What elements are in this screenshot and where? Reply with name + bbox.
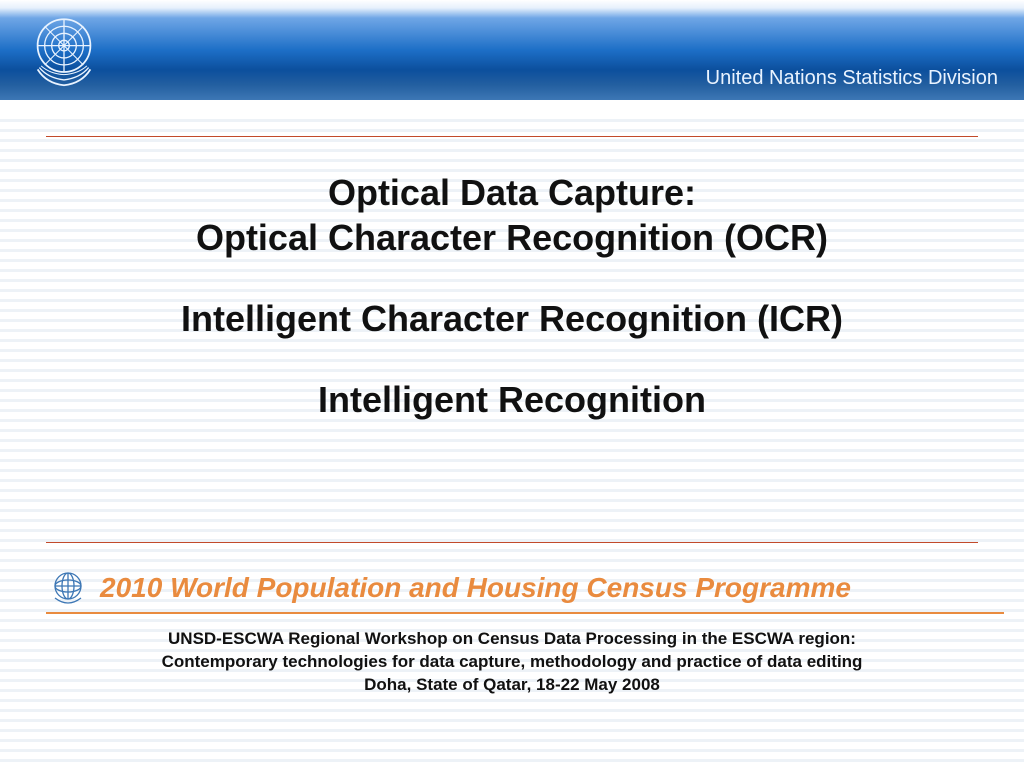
programme-title: 2010 World Population and Housing Census… <box>100 572 851 604</box>
title-line-3: Intelligent Character Recognition (ICR) <box>0 296 1024 341</box>
census-programme-banner: 2010 World Population and Housing Census… <box>46 564 1004 614</box>
title-line-1: Optical Data Capture: <box>0 170 1024 215</box>
slide-body: Optical Data Capture: Optical Character … <box>0 112 1024 768</box>
title-line-4: Intelligent Recognition <box>0 377 1024 422</box>
header-separator <box>0 100 1024 112</box>
horizontal-rule-bottom <box>46 542 978 543</box>
presentation-slide: United Nations Statistics Division Optic… <box>0 0 1024 768</box>
organization-name: United Nations Statistics Division <box>706 67 998 90</box>
horizontal-rule-top <box>46 136 978 137</box>
footer-text-block: UNSD-ESCWA Regional Workshop on Census D… <box>60 628 964 697</box>
footer-line-1: UNSD-ESCWA Regional Workshop on Census D… <box>60 628 964 651</box>
footer-line-2: Contemporary technologies for data captu… <box>60 651 964 674</box>
title-line-2: Optical Character Recognition (OCR) <box>0 215 1024 260</box>
un-emblem-icon <box>20 6 108 94</box>
footer-line-3: Doha, State of Qatar, 18-22 May 2008 <box>60 674 964 697</box>
header-band: United Nations Statistics Division <box>0 0 1024 100</box>
title-block: Optical Data Capture: Optical Character … <box>0 170 1024 422</box>
globe-icon <box>46 568 90 608</box>
